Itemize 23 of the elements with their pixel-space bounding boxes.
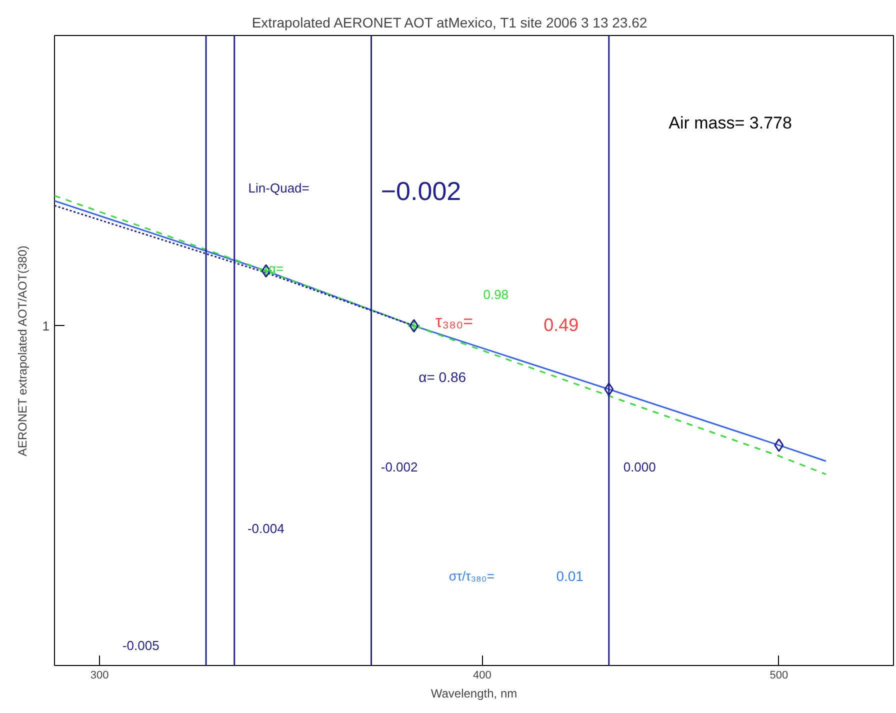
x-tick-label: 400 xyxy=(472,670,492,682)
annotation: 0.49 xyxy=(544,314,579,335)
text: 1 xyxy=(42,318,50,334)
point xyxy=(774,438,784,452)
annotation: 0.000 xyxy=(623,459,656,474)
text: Air mass= 3.778 xyxy=(668,114,792,133)
point xyxy=(604,382,614,396)
annotation: -0.002 xyxy=(380,459,418,474)
x-tick-label: 300 xyxy=(90,670,109,682)
y-axis-title: AERONET extrapolated AOT/AOT(380) xyxy=(15,246,30,456)
annotation: 0.98 xyxy=(483,286,509,302)
text: Lin-Quad= xyxy=(248,180,310,196)
annotation: στ/τ₃₈₀= xyxy=(448,568,494,584)
annotation: -0.005 xyxy=(122,638,160,653)
annotation: −0.002 xyxy=(380,176,462,206)
annotation: -0.004 xyxy=(247,521,284,536)
annotation: 0.01 xyxy=(556,568,584,584)
x-tick-label: 500 xyxy=(770,670,788,682)
chart-title: Extrapolated AERONET AOT atMexico, T1 site 2006 3 13 23.62 xyxy=(252,14,648,30)
annotation: τ₃₈₀= xyxy=(435,312,474,331)
annotation: α= xyxy=(268,261,284,276)
annotation: α= 0.86 xyxy=(418,369,466,386)
x-axis-title: Wavelength, nm xyxy=(430,686,518,700)
